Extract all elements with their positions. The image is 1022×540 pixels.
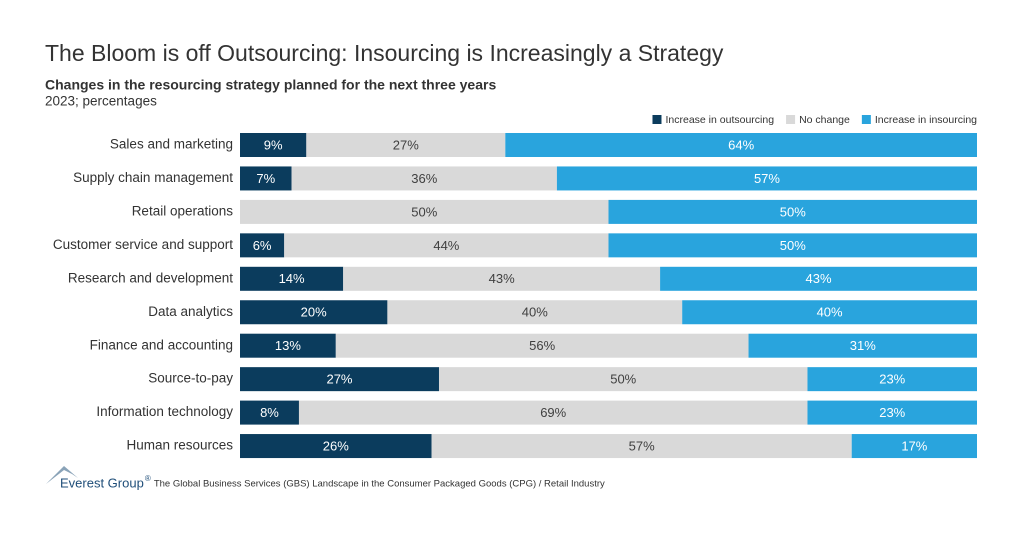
legend-label: Increase in insourcing (875, 114, 977, 126)
chart-note: 2023; percentages (45, 94, 157, 109)
bar-segment (298, 400, 808, 425)
data-label: 8% (260, 405, 279, 420)
bar-segment (851, 434, 977, 459)
logo-icon (46, 466, 78, 484)
bar-segment (438, 367, 808, 392)
data-label: 57% (629, 438, 655, 453)
y-tick-label: Human resources (126, 438, 233, 453)
y-tick-label: Sales and marketing (110, 137, 233, 152)
bar-segment (748, 333, 977, 358)
data-label: 20% (301, 305, 327, 320)
y-tick-label: Customer service and support (53, 237, 233, 252)
data-label: 13% (275, 338, 301, 353)
data-label: 69% (540, 405, 566, 420)
bar-segment (240, 333, 336, 358)
data-label: 50% (610, 372, 636, 387)
bar-segment (335, 333, 749, 358)
bar-segment (284, 233, 609, 258)
data-label: 27% (326, 372, 352, 387)
data-label: 6% (253, 238, 272, 253)
legend-label: Increase in outsourcing (665, 114, 774, 126)
bar-segment (387, 300, 683, 325)
bar-segment (807, 400, 977, 425)
bar-segment (240, 300, 388, 325)
data-label: 43% (489, 271, 515, 286)
y-tick-label: Data analytics (148, 304, 233, 319)
y-tick-label: Supply chain management (73, 170, 233, 185)
data-label: 44% (433, 238, 459, 253)
bar-segment (807, 367, 977, 392)
data-label: 7% (256, 171, 275, 186)
bar-segment (291, 166, 557, 191)
y-tick-label: Finance and accounting (90, 337, 233, 352)
bar-segment (240, 199, 609, 224)
chart-title: The Bloom is off Outsourcing: Insourcing… (45, 40, 724, 66)
data-label: 56% (529, 338, 555, 353)
legend-swatch (786, 115, 796, 124)
bar-segment (660, 266, 977, 291)
legend-swatch (861, 115, 871, 124)
y-tick-label: Retail operations (132, 203, 234, 218)
y-tick-label: Research and development (68, 270, 233, 285)
brand-mark: ® (145, 474, 151, 483)
y-tick-label: Information technology (96, 404, 233, 419)
legend-swatch (652, 115, 662, 124)
source: The Global Business Services (GBS) Lands… (154, 479, 605, 490)
data-label: 9% (264, 137, 283, 152)
bar-segment (556, 166, 977, 191)
data-label: 43% (806, 271, 832, 286)
data-label: 17% (901, 438, 927, 453)
data-label: 23% (879, 372, 905, 387)
legend-label: No change (799, 114, 850, 126)
bar-segment (240, 266, 344, 291)
data-label: 36% (411, 171, 437, 186)
bar-segment (608, 199, 977, 224)
bar-segment (240, 367, 439, 392)
data-label: 23% (879, 405, 905, 420)
bar-segment (431, 434, 852, 459)
data-label: 57% (754, 171, 780, 186)
bar-segment (240, 233, 285, 258)
data-label: 50% (780, 238, 806, 253)
bar-segment (682, 300, 977, 325)
bar-segment (240, 166, 292, 191)
data-label: 40% (817, 305, 843, 320)
data-label: 26% (323, 438, 349, 453)
data-label: 50% (780, 204, 806, 219)
brand: Everest Group (60, 475, 144, 490)
data-label: 64% (728, 137, 754, 152)
bar-segment (608, 233, 977, 258)
data-label: 50% (411, 204, 437, 219)
y-tick-label: Source-to-pay (148, 371, 233, 386)
bar-segment (343, 266, 661, 291)
chart-subtitle: Changes in the resourcing strategy plann… (45, 77, 496, 93)
data-label: 27% (393, 137, 419, 152)
data-label: 14% (279, 271, 305, 286)
bar-segment (240, 133, 307, 157)
bar-segment (505, 133, 977, 157)
data-label: 40% (522, 305, 548, 320)
bar-segment (240, 400, 299, 425)
bar-segment (240, 434, 432, 459)
data-label: 31% (850, 338, 876, 353)
bar-segment (306, 133, 506, 157)
